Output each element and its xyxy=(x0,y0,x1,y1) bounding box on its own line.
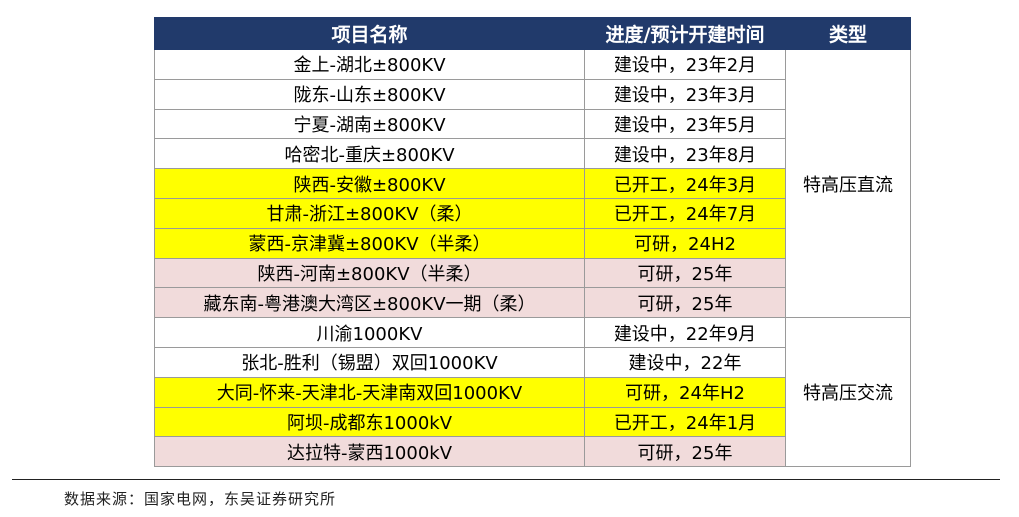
project-name-cell: 陇东-山东±800KV xyxy=(154,78,585,110)
project-name-cell: 哈密北-重庆±800KV xyxy=(154,138,585,170)
progress-cell: 建设中，23年5月 xyxy=(584,108,786,140)
progress-cell: 可研，25年 xyxy=(584,436,786,468)
project-name-cell: 藏东南-粤港澳大湾区±800KV一期（柔） xyxy=(154,287,585,319)
type-cell: 特高压交流 xyxy=(785,317,911,468)
header-type: 类型 xyxy=(785,17,911,50)
project-name-cell: 甘肃-浙江±800KV（柔） xyxy=(154,197,585,229)
type-cell: 特高压直流 xyxy=(785,48,911,319)
table-row: 陇东-山东±800KV 建设中，23年3月 xyxy=(154,78,911,110)
project-table: 项目名称 进度/预计开建时间 类型 金上-湖北±800KV 建设中，23年2月 特高… xyxy=(154,17,911,468)
table-row: 大同-怀来-天津北-天津南双回1000KV 可研，24年H2 xyxy=(154,376,911,408)
source-divider xyxy=(12,479,1000,480)
table-row: 宁夏-湖南±800KV 建设中，23年5月 xyxy=(154,108,911,140)
progress-cell: 建设中，22年 xyxy=(584,346,786,378)
table-row: 金上-湖北±800KV 建设中，23年2月 特高压直流 xyxy=(154,48,911,319)
header-project-name: 项目名称 xyxy=(154,17,585,50)
table-row: 阿坝-成都东1000kV 已开工，24年1月 xyxy=(154,406,911,438)
table-body: 金上-湖北±800KV 建设中，23年2月 特高压直流 陇东-山东±800KV 建设中，… xyxy=(154,48,911,468)
project-name-cell: 川渝1000KV xyxy=(154,317,585,348)
project-name-cell: 张北-胜利（锡盟）双回1000KV xyxy=(154,346,585,378)
progress-cell: 可研，25年 xyxy=(584,257,786,289)
table-row: 达拉特-蒙西1000kV 可研，25年 xyxy=(154,436,911,468)
table-row: 甘肃-浙江±800KV（柔） 已开工，24年7月 xyxy=(154,197,911,229)
table-row: 蒙西-京津冀±800KV（半柔） 可研，24H2 xyxy=(154,227,911,259)
progress-cell: 可研，24H2 xyxy=(584,227,786,259)
project-name-cell: 金上-湖北±800KV xyxy=(154,49,585,80)
project-name-cell: 陕西-河南±800KV（半柔） xyxy=(154,257,585,289)
progress-cell: 已开工，24年7月 xyxy=(584,197,786,229)
table-row: 哈密北-重庆±800KV 建设中，23年8月 xyxy=(154,138,911,170)
header-progress: 进度/预计开建时间 xyxy=(584,17,786,50)
progress-cell: 可研，25年 xyxy=(584,287,786,319)
table-row: 川渝1000KV 建设中，22年9月 特高压交流 xyxy=(154,317,911,468)
table-row: 藏东南-粤港澳大湾区±800KV一期（柔） 可研，25年 xyxy=(154,287,911,319)
progress-cell: 建设中，23年8月 xyxy=(584,138,786,170)
project-name-cell: 达拉特-蒙西1000kV xyxy=(154,436,585,468)
progress-cell: 建设中，23年2月 xyxy=(584,49,786,80)
progress-cell: 已开工，24年3月 xyxy=(584,168,786,199)
table-row: 陕西-河南±800KV（半柔） 可研，25年 xyxy=(154,257,911,289)
table-header: 项目名称 进度/预计开建时间 类型 xyxy=(154,17,911,50)
project-name-cell: 宁夏-湖南±800KV xyxy=(154,108,585,140)
progress-cell: 建设中，23年3月 xyxy=(584,78,786,110)
project-name-cell: 陕西-安徽±800KV xyxy=(154,168,585,199)
table-row: 陕西-安徽±800KV 已开工，24年3月 xyxy=(154,168,911,199)
progress-cell: 已开工，24年1月 xyxy=(584,406,786,438)
progress-cell: 可研，24年H2 xyxy=(584,376,786,408)
header-row: 项目名称 进度/预计开建时间 类型 xyxy=(154,17,911,50)
project-name-cell: 大同-怀来-天津北-天津南双回1000KV xyxy=(154,376,585,408)
project-name-cell: 蒙西-京津冀±800KV（半柔） xyxy=(154,227,585,259)
project-name-cell: 阿坝-成都东1000kV xyxy=(154,406,585,438)
source-note: 数据来源：国家电网，东吴证券研究所 xyxy=(64,490,337,508)
progress-cell: 建设中，22年9月 xyxy=(584,317,786,348)
